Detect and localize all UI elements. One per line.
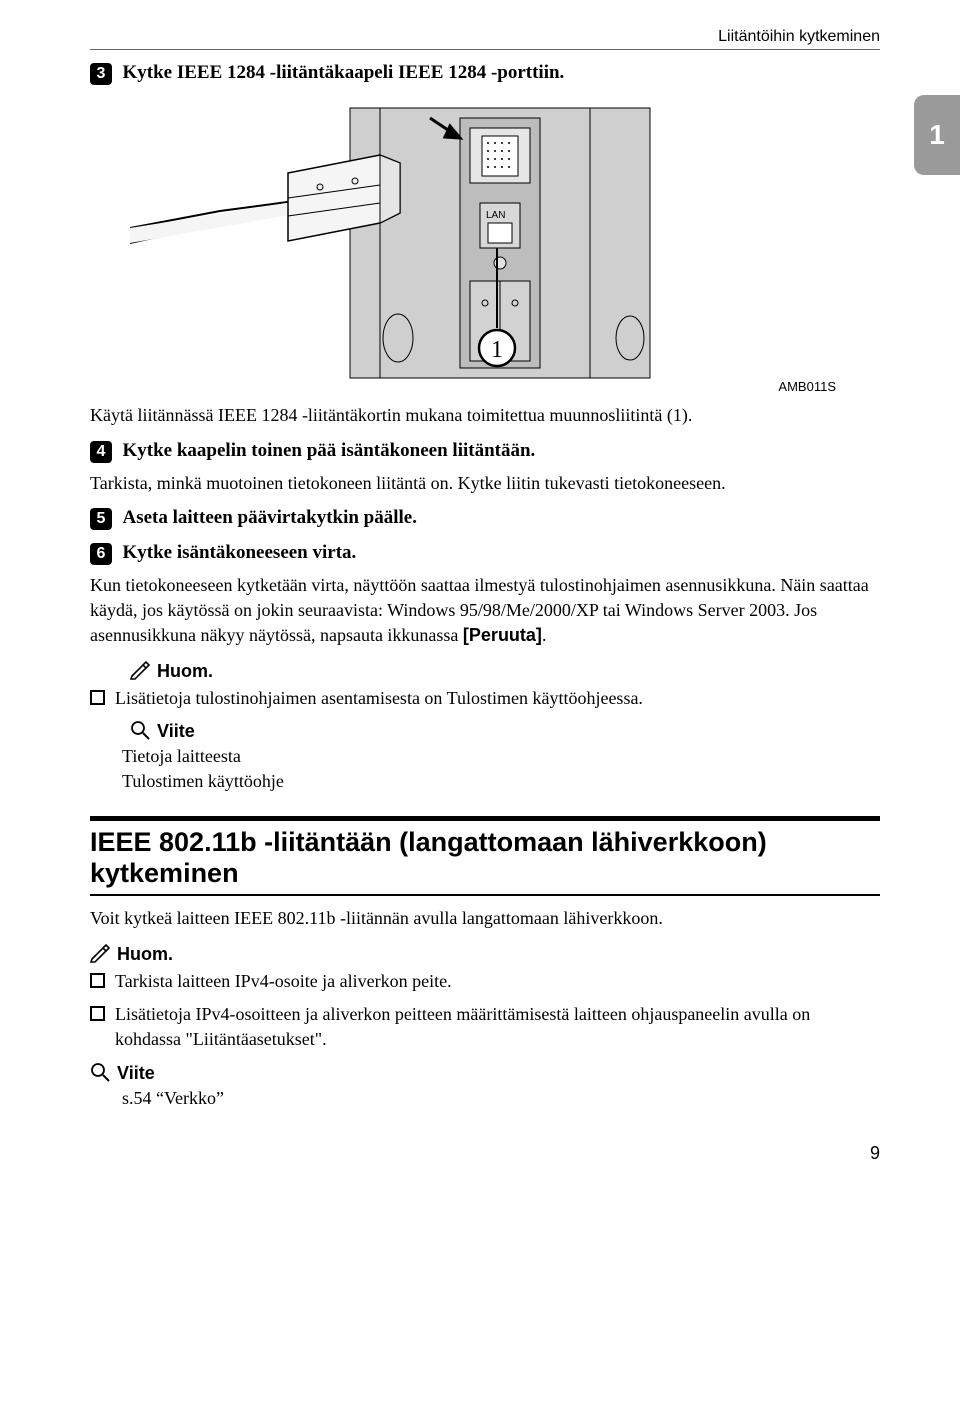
ref-2-head: Viite (90, 1062, 880, 1084)
page-number: 9 (90, 1143, 880, 1164)
section-heading-ieee80211b: IEEE 802.11b -liitäntään (langattomaan l… (90, 816, 880, 896)
step-6-text-b: . (542, 625, 547, 645)
h2-after-para: Voit kytkeä laitteen IEEE 802.11b -liitä… (90, 906, 880, 931)
ref-1-line-1: Tietoja laitteesta (122, 746, 876, 767)
ref-2-line-1: s.54 “Verkko” (122, 1088, 880, 1109)
note-1-bullet-text: Lisätietoja tulostinohjaimen asentamises… (115, 686, 643, 711)
step-5: 5 Aseta laitteen päävirtakytkin päälle. (90, 507, 880, 530)
step-4-para: Tarkista, minkä muotoinen tietokoneen li… (90, 471, 880, 496)
ref-1-head: Viite (130, 720, 876, 742)
ref-2-label: Viite (117, 1063, 155, 1083)
pencil-icon (130, 660, 150, 680)
note-1-head: Huom. (130, 660, 876, 682)
ieee1284-illustration: LAN (130, 103, 670, 393)
note-1-bullet: Lisätietoja tulostinohjaimen asentamises… (90, 686, 880, 711)
bullet-square-icon (90, 973, 105, 988)
step-4-title: Kytke kaapelin toinen pää isäntäkoneen l… (123, 440, 536, 461)
bullet-square-icon (90, 690, 105, 705)
step-3-title: Kytke IEEE 1284 -liitäntäkaapeli IEEE 12… (123, 62, 565, 83)
step-number-6: 6 (90, 543, 112, 565)
figure-caption: AMB011S (778, 379, 836, 394)
note-2-bullet-2: Lisätietoja IPv4-osoitteen ja aliverkon … (90, 1002, 880, 1052)
pencil-icon (90, 943, 110, 963)
page-tab: 1 (914, 95, 960, 175)
figure-ieee1284: LAN (130, 103, 840, 393)
note-1-label: Huom. (157, 661, 213, 681)
step-number-4: 4 (90, 441, 112, 463)
ref-1-line-2: Tulostimen käyttöohje (122, 771, 876, 792)
peruuta-button-label: [Peruuta] (463, 625, 542, 645)
step-6-para: Kun tietokoneeseen kytketään virta, näyt… (90, 573, 880, 647)
note-2-label: Huom. (117, 944, 173, 964)
step-number-5: 5 (90, 508, 112, 530)
step-number-3: 3 (90, 63, 112, 85)
page-header: Liitäntöihin kytkeminen (90, 28, 880, 50)
step-3-para: Käytä liitännässä IEEE 1284 -liitäntäkor… (90, 403, 880, 428)
step-6-title: Kytke isäntäkoneeseen virta. (123, 542, 357, 563)
magnifier-icon (90, 1062, 110, 1082)
step-3: 3 Kytke IEEE 1284 -liitäntäkaapeli IEEE … (90, 62, 880, 85)
note-2-bullet-2-text: Lisätietoja IPv4-osoitteen ja aliverkon … (115, 1002, 880, 1052)
ref-1-label: Viite (157, 721, 195, 741)
note-2-head: Huom. (90, 943, 876, 965)
step-4: 4 Kytke kaapelin toinen pää isäntäkoneen… (90, 440, 880, 463)
magnifier-icon (130, 720, 150, 740)
note-2-bullet-1: Tarkista laitteen IPv4-osoite ja aliverk… (90, 969, 880, 994)
page-tab-num: 1 (929, 119, 945, 150)
note-2-bullet-1-text: Tarkista laitteen IPv4-osoite ja aliverk… (115, 969, 452, 994)
bullet-square-icon (90, 1006, 105, 1021)
header-right-text: Liitäntöihin kytkeminen (718, 28, 880, 45)
step-5-title: Aseta laitteen päävirtakytkin päälle. (123, 507, 418, 528)
step-6: 6 Kytke isäntäkoneeseen virta. (90, 542, 880, 565)
figure-callout-1: 1 (491, 337, 503, 363)
lan-port-label: LAN (486, 210, 505, 221)
